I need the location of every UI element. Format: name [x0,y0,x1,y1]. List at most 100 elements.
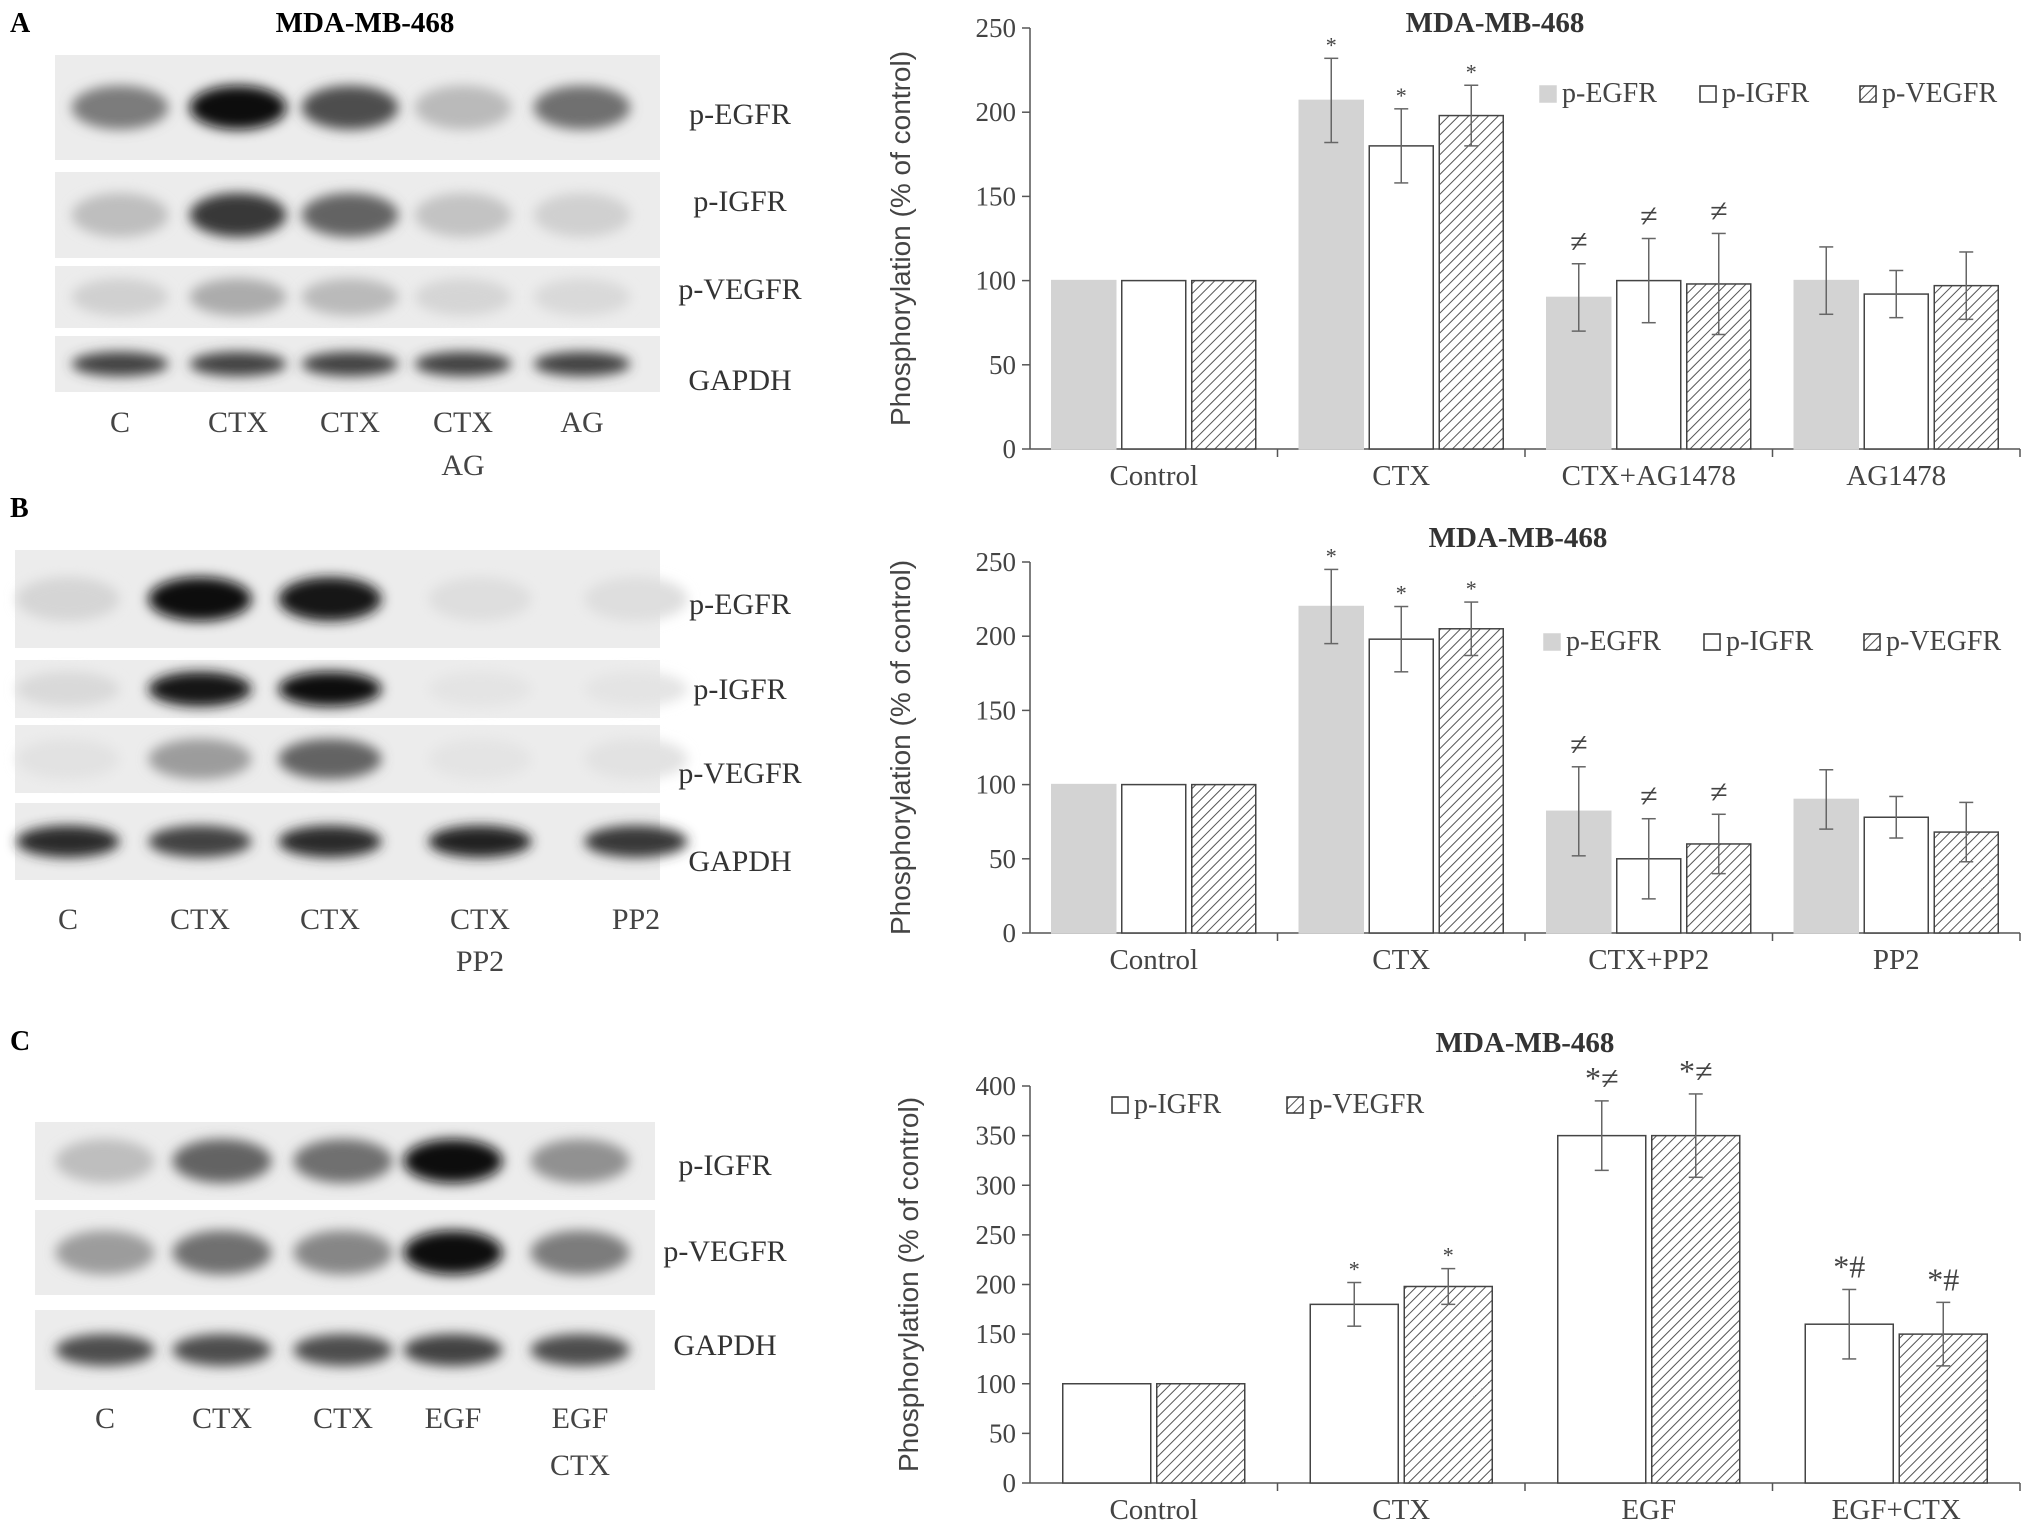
bar [1651,1134,1741,1484]
bar [1863,293,1929,450]
chart-ylabel: Phosphorylation (% of control) [885,51,916,426]
y-tick-label: 150 [976,695,1017,725]
blot-band [584,577,688,621]
significance-mark: *≠ [1679,1053,1713,1089]
y-tick-label: 300 [976,1170,1017,1200]
blot-lane-label: C [58,903,78,936]
y-tick-label: 50 [989,844,1016,874]
y-tick-label: 200 [976,97,1017,127]
significance-mark: ≠ [1640,778,1658,814]
y-tick-label: 50 [989,350,1016,380]
bar [1438,628,1504,934]
blot-band [428,577,532,621]
significance-mark: * [1326,32,1337,57]
blot-band [278,671,382,707]
blot-row-label: p-IGFR [693,185,786,218]
bar [1191,783,1257,934]
legend-label: p-EGFR [1562,78,1657,109]
significance-mark: *# [1927,1261,1959,1297]
blot-row-label: p-VEGFR [678,273,801,306]
blot-lane-label-line2: PP2 [456,945,504,978]
legend-swatch [1543,633,1561,651]
y-tick-label: 350 [976,1121,1017,1151]
bar [1368,145,1434,450]
blot-lane-label: AG [560,406,603,439]
y-tick-label: 150 [976,181,1017,211]
bar [1062,1383,1152,1484]
y-tick-label: 0 [1003,1468,1017,1498]
y-tick-label: 200 [976,1270,1017,1300]
blot-band [148,825,252,858]
chart-ylabel: Phosphorylation (% of control) [885,560,916,935]
blot-band [172,1230,272,1275]
blot-band [16,577,120,621]
blot-row-label: GAPDH [688,845,791,878]
legend-label: p-EGFR [1566,626,1661,657]
blot-band [189,85,287,130]
y-tick-label: 0 [1003,434,1017,464]
bar [1121,783,1187,934]
bar [1557,1134,1647,1484]
bar [1121,279,1187,450]
bar [1438,114,1504,450]
blot-a: p-EGFR p-IGFR p-VEGFR GAPDH C CTX CTX CTX AG AG [55,55,802,482]
chart-title: MDA-MB-468 [1406,7,1585,39]
panel-letter-b: B [10,493,29,524]
legend-swatch [1703,633,1721,651]
panel-letter-c: C [10,1026,30,1057]
significance-mark: ≠ [1710,773,1728,809]
blot-band [530,1139,630,1183]
chart-a: MDA-MB-468 Phosphorylation (% of control)… [885,7,2021,492]
significance-mark: * [1349,1257,1360,1282]
bar [1298,605,1364,934]
legend-swatch [1863,633,1881,651]
bar [1403,1285,1493,1484]
blot-band [293,1230,393,1275]
chart-ylabel: Phosphorylation (% of control) [893,1097,924,1472]
bar [1191,279,1257,450]
x-tick-label: PP2 [1873,944,1920,976]
blot-band [584,738,688,780]
x-tick-label: EGF [1621,1494,1676,1526]
blot-row-label: p-IGFR [678,1149,771,1182]
blot-band [533,351,631,377]
legend-label: p-IGFR [1134,1089,1221,1120]
bar [1051,783,1117,934]
blot-band [301,351,399,377]
blot-lane-label: CTX [170,903,230,936]
blot-band [533,85,631,130]
panel-letter-a: A [10,8,31,39]
blot-band [403,1334,503,1366]
blot-band [530,1334,630,1366]
bar [1368,638,1434,934]
blot-b: p-EGFR p-IGFR p-VEGFR GAPDH C CTX CTX CTX PP2 PP2 [15,550,802,978]
blot-band [71,85,169,130]
blot-band [301,278,399,316]
blot-lane-label: CTX [192,1402,252,1435]
blot-lane-label: CTX [450,903,510,936]
blot-band [584,671,688,707]
blot-band [16,738,120,780]
legend-swatch [1286,1096,1304,1114]
blot-band [301,193,399,237]
y-tick-label: 400 [976,1071,1017,1101]
y-tick-label: 100 [976,770,1017,800]
blot-band [71,351,169,377]
x-tick-label: CTX [1372,460,1430,492]
blot-a-title: MDA-MB-468 [276,7,455,39]
significance-mark: *# [1833,1248,1865,1284]
bar [1298,99,1364,450]
significance-mark: ≠ [1710,192,1728,228]
blot-band [55,1139,155,1183]
blot-band [172,1334,272,1366]
significance-mark: * [1466,59,1477,84]
blot-lane-label: PP2 [612,903,660,936]
blot-row-label: p-IGFR [693,673,786,706]
y-tick-label: 0 [1003,918,1017,948]
y-tick-label: 50 [989,1418,1016,1448]
blot-row-label: p-EGFR [689,98,791,131]
significance-mark: ≠ [1570,726,1588,762]
blot-band [530,1230,630,1275]
significance-mark: * [1396,581,1407,606]
y-tick-label: 100 [976,266,1017,296]
